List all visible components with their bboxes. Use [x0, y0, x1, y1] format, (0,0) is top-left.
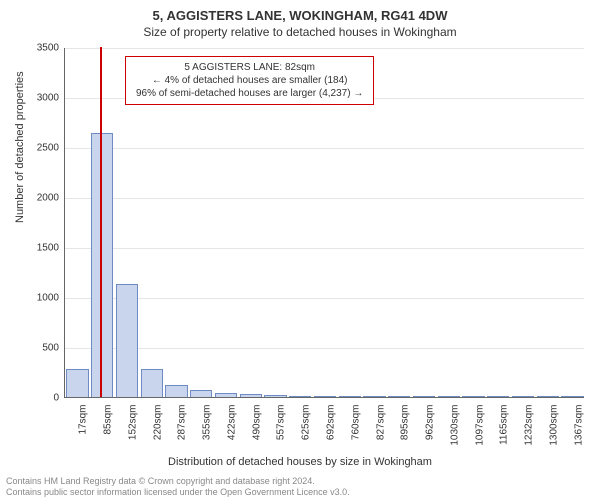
histogram-bar: [413, 396, 435, 397]
gridline: [65, 248, 584, 249]
y-tick-label: 3000: [37, 93, 65, 104]
x-tick-label: 17sqm: [74, 405, 89, 435]
annotation-line: 96% of semi-detached houses are larger (…: [136, 87, 363, 100]
footer-line-1: Contains HM Land Registry data © Crown c…: [6, 476, 350, 487]
x-tick-label: 1165sqm: [495, 405, 510, 445]
page-subtitle: Size of property relative to detached ho…: [0, 23, 600, 43]
histogram-bar: [264, 395, 286, 397]
annotation-box: 5 AGGISTERS LANE: 82sqm← 4% of detached …: [125, 56, 374, 105]
x-tick-label: 1367sqm: [569, 405, 584, 446]
x-tick-label: 490sqm: [247, 405, 262, 441]
histogram-bar: [339, 396, 361, 397]
x-tick-label: 220sqm: [148, 405, 163, 441]
x-tick-label: 895sqm: [396, 405, 411, 441]
histogram-bar: [66, 369, 88, 397]
x-tick-label: 962sqm: [421, 405, 436, 441]
histogram-bar: [537, 396, 559, 397]
x-tick-label: 152sqm: [123, 405, 138, 441]
gridline: [65, 348, 584, 349]
y-tick-label: 2000: [37, 193, 65, 204]
x-tick-label: 692sqm: [322, 405, 337, 441]
y-tick-label: 3500: [37, 43, 65, 54]
x-tick-label: 760sqm: [346, 405, 361, 441]
histogram-bar: [561, 396, 583, 397]
histogram-bar: [363, 396, 385, 397]
histogram-bar: [141, 369, 163, 397]
histogram-bar: [487, 396, 509, 397]
page-title: 5, AGGISTERS LANE, WOKINGHAM, RG41 4DW: [0, 0, 600, 23]
histogram-bar: [190, 390, 212, 397]
x-tick-label: 1030sqm: [445, 405, 460, 446]
gridline: [65, 298, 584, 299]
annotation-line: ← 4% of detached houses are smaller (184…: [136, 74, 363, 87]
histogram-bar: [240, 394, 262, 397]
plot-area: 050010001500200025003000350017sqm85sqm15…: [64, 48, 584, 398]
histogram-bar: [289, 396, 311, 398]
y-tick-label: 1500: [37, 243, 65, 254]
y-tick-label: 500: [42, 343, 65, 354]
y-axis-label: Number of detached properties: [14, 71, 26, 223]
x-axis-label: Distribution of detached houses by size …: [0, 456, 600, 468]
histogram-bar: [314, 396, 336, 397]
x-tick-label: 557sqm: [272, 405, 287, 441]
histogram-bar: [116, 284, 138, 397]
footer-line-2: Contains public sector information licen…: [6, 487, 350, 498]
gridline: [65, 48, 584, 49]
y-tick-label: 2500: [37, 143, 65, 154]
y-tick-label: 0: [53, 393, 65, 404]
property-marker-line: [100, 47, 102, 397]
x-tick-label: 422sqm: [222, 405, 237, 441]
x-tick-label: 1097sqm: [470, 405, 485, 446]
x-tick-label: 1232sqm: [520, 405, 535, 446]
histogram-bar: [512, 396, 534, 397]
histogram-bar: [438, 396, 460, 397]
y-tick-label: 1000: [37, 293, 65, 304]
x-tick-label: 625sqm: [297, 405, 312, 441]
chart-area: 050010001500200025003000350017sqm85sqm15…: [64, 48, 584, 398]
gridline: [65, 198, 584, 199]
x-tick-label: 355sqm: [198, 405, 213, 441]
annotation-line: 5 AGGISTERS LANE: 82sqm: [136, 61, 363, 74]
x-tick-label: 85sqm: [99, 405, 114, 435]
x-tick-label: 287sqm: [173, 405, 188, 441]
gridline: [65, 148, 584, 149]
histogram-bar: [215, 393, 237, 397]
histogram-bar: [462, 396, 484, 397]
histogram-bar: [388, 396, 410, 397]
x-tick-label: 1300sqm: [544, 405, 559, 446]
footer-attribution: Contains HM Land Registry data © Crown c…: [6, 476, 350, 498]
x-tick-label: 827sqm: [371, 405, 386, 441]
histogram-bar: [165, 385, 187, 397]
